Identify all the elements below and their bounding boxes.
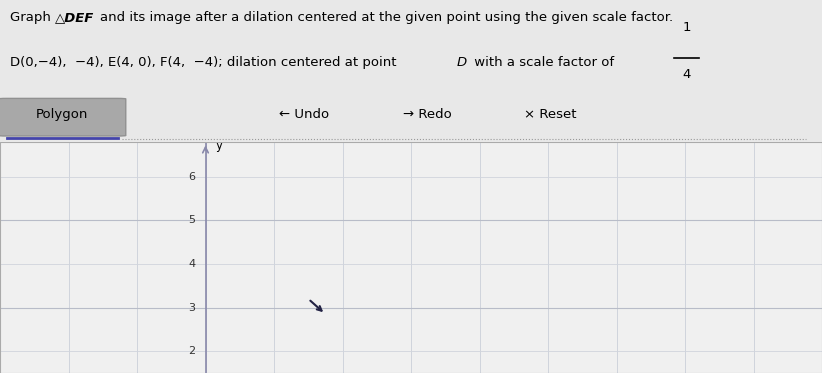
Text: ← Undo: ← Undo [279,108,329,121]
Text: D: D [456,56,466,69]
Text: 4: 4 [682,68,690,81]
Text: 6: 6 [188,172,196,182]
Text: 2: 2 [188,346,196,356]
Text: △DEF: △DEF [55,11,95,24]
Text: → Redo: → Redo [403,108,452,121]
Text: 3: 3 [188,303,196,313]
Text: 4: 4 [188,259,196,269]
Text: 1: 1 [682,21,690,34]
Text: × Reset: × Reset [524,108,577,121]
Text: Graph: Graph [10,11,55,24]
Text: and its image after a dilation centered at the given point using the given scale: and its image after a dilation centered … [100,11,673,24]
Text: with a scale factor of: with a scale factor of [470,56,619,69]
Text: D(0,−4),  −4), E(4, 0), F(4,  −4); dilation centered at point: D(0,−4), −4), E(4, 0), F(4, −4); dilatio… [10,56,400,69]
Text: 5: 5 [188,215,196,225]
Text: Polygon: Polygon [35,108,88,121]
FancyBboxPatch shape [0,98,126,136]
Text: y: y [215,139,223,152]
